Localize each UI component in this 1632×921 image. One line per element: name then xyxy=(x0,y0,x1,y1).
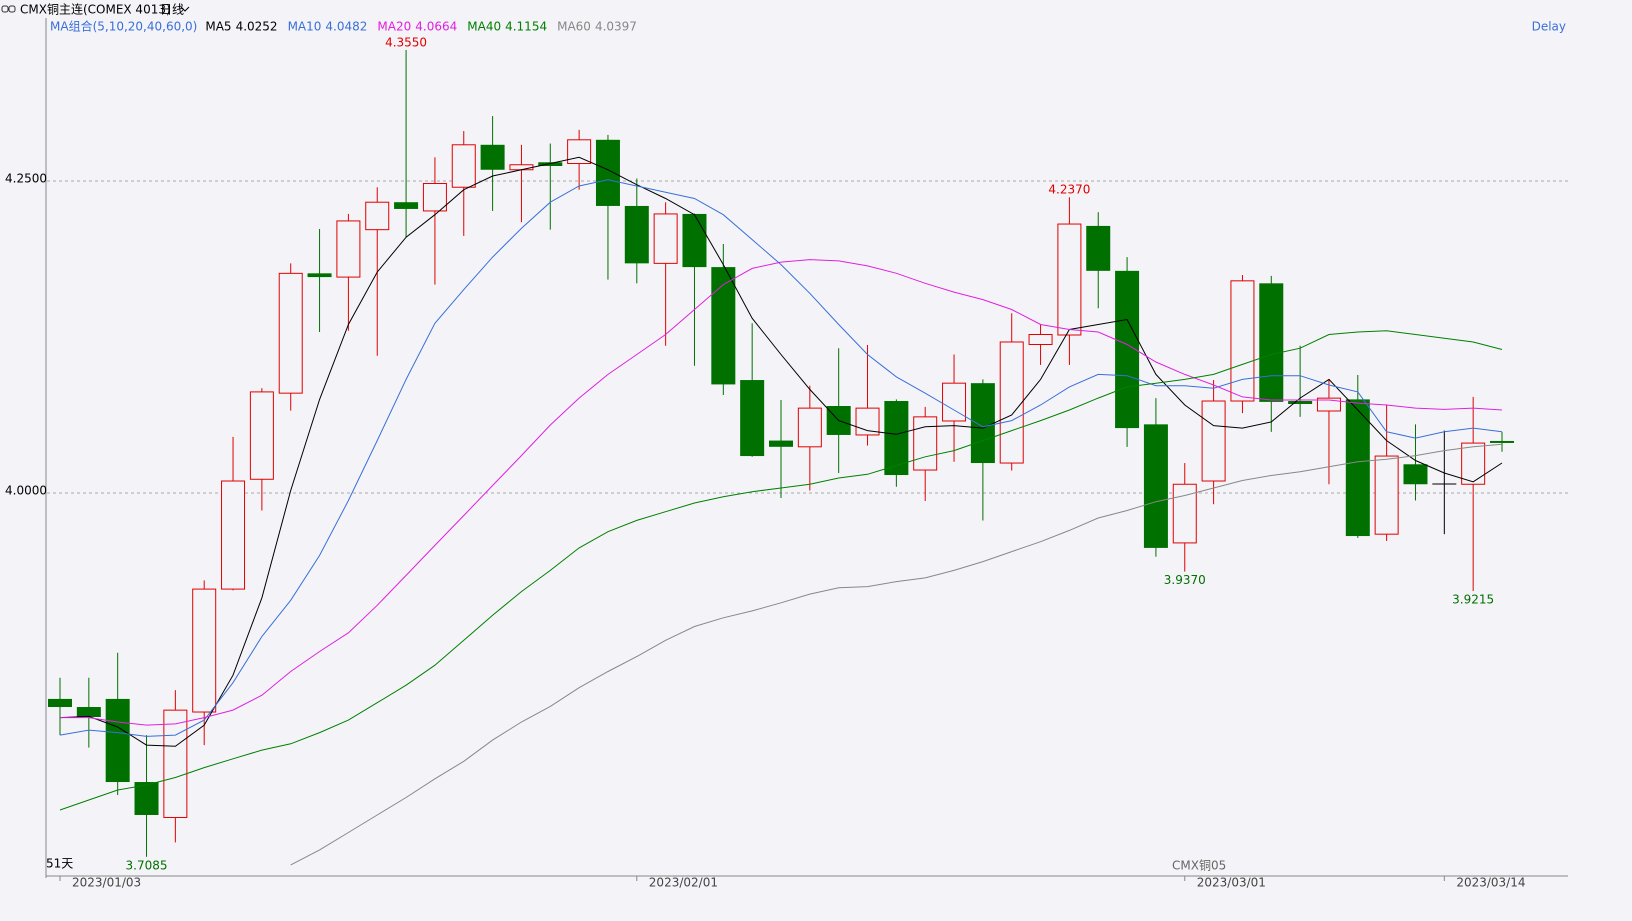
candle-body xyxy=(1490,440,1514,443)
instrument-title: CMX铜主连(COMEX 4013) xyxy=(20,2,171,17)
candle-body xyxy=(1374,455,1399,535)
candle-body xyxy=(797,407,822,448)
candle-body xyxy=(942,382,967,422)
candle-body xyxy=(1316,397,1341,412)
candle-body xyxy=(682,213,707,268)
low-label: 3.9215 xyxy=(1452,592,1494,606)
legend-name: MA5 xyxy=(205,20,231,34)
candle-body xyxy=(1028,333,1053,345)
high-label: 4.3550 xyxy=(385,35,427,49)
legend-value: 4.0252 xyxy=(236,20,278,34)
candle-body xyxy=(221,480,246,590)
legend-name: MA40 xyxy=(467,20,501,34)
candle-body xyxy=(624,205,649,264)
x-tick-label: 2023/01/03 xyxy=(72,876,141,890)
candle-body xyxy=(394,202,419,209)
candle-body xyxy=(567,139,592,165)
candle-body xyxy=(913,416,938,471)
candle-body xyxy=(1259,283,1284,402)
legend-name: MA20 xyxy=(377,20,411,34)
legend-name: MA60 xyxy=(557,20,591,34)
y-tick-label: 4.0000 xyxy=(5,483,47,497)
candle-body xyxy=(278,272,303,394)
candle-body xyxy=(1086,225,1111,271)
legend-value: 4.0664 xyxy=(415,20,457,34)
candle-body xyxy=(999,341,1024,464)
candle-body xyxy=(336,220,361,278)
candle-body xyxy=(365,201,390,231)
candle-body xyxy=(1201,400,1226,482)
candle-body xyxy=(653,213,678,264)
candle-body xyxy=(451,144,476,188)
candle-body xyxy=(1403,464,1428,485)
candle-body xyxy=(76,707,101,718)
ma-line xyxy=(290,443,1503,866)
candle-body xyxy=(1143,424,1168,548)
candle-body xyxy=(1345,399,1370,537)
ma-line xyxy=(59,330,1503,811)
candle-body xyxy=(1288,401,1313,405)
candle-body xyxy=(538,162,563,167)
candle-body xyxy=(422,182,447,212)
high-label: 4.2370 xyxy=(1048,183,1090,197)
contract-label: CMX铜05 xyxy=(1172,858,1226,873)
candle-body xyxy=(711,267,736,385)
candle-body xyxy=(1230,280,1255,402)
span-label: 51天 xyxy=(46,857,73,871)
low-label: 3.7085 xyxy=(126,858,168,872)
candle-body xyxy=(105,698,130,783)
candle-body xyxy=(192,588,217,713)
period-chevron[interactable] xyxy=(180,6,190,12)
candle-body xyxy=(509,164,534,171)
legend-value: 4.0482 xyxy=(325,20,367,34)
legend-value: 4.0397 xyxy=(595,20,637,34)
delay-status: Delay xyxy=(1532,20,1566,34)
app-icon xyxy=(1,5,16,13)
x-tick-label: 2023/03/01 xyxy=(1197,876,1266,890)
candle-body xyxy=(740,380,765,457)
candle-body xyxy=(970,383,995,464)
ma-line xyxy=(59,179,1503,737)
ma-line xyxy=(60,259,1503,726)
indicator-label[interactable]: MA组合(5,10,20,40,60,0) xyxy=(50,19,197,34)
ma-line xyxy=(59,156,1503,747)
y-tick-label: 4.2500 xyxy=(5,171,47,185)
candle-body xyxy=(480,144,505,170)
candle-body xyxy=(1461,442,1486,485)
candle-body xyxy=(307,273,332,278)
candle-body xyxy=(595,139,620,206)
x-tick-label: 2023/03/14 xyxy=(1456,876,1525,890)
legend-name: MA10 xyxy=(288,20,322,34)
candle-body xyxy=(48,698,72,708)
x-tick-label: 2023/02/01 xyxy=(649,876,718,890)
legend-value: 4.1154 xyxy=(505,20,547,34)
candle-body xyxy=(134,782,159,815)
candle-body xyxy=(1057,223,1082,336)
candle-body xyxy=(163,709,188,818)
candle-body xyxy=(884,401,909,476)
candle-body xyxy=(769,440,793,447)
candle-body xyxy=(249,391,274,480)
low-label: 3.9370 xyxy=(1164,573,1206,587)
candle-body xyxy=(1172,483,1197,544)
period-selector[interactable]: 日线 xyxy=(160,3,184,17)
